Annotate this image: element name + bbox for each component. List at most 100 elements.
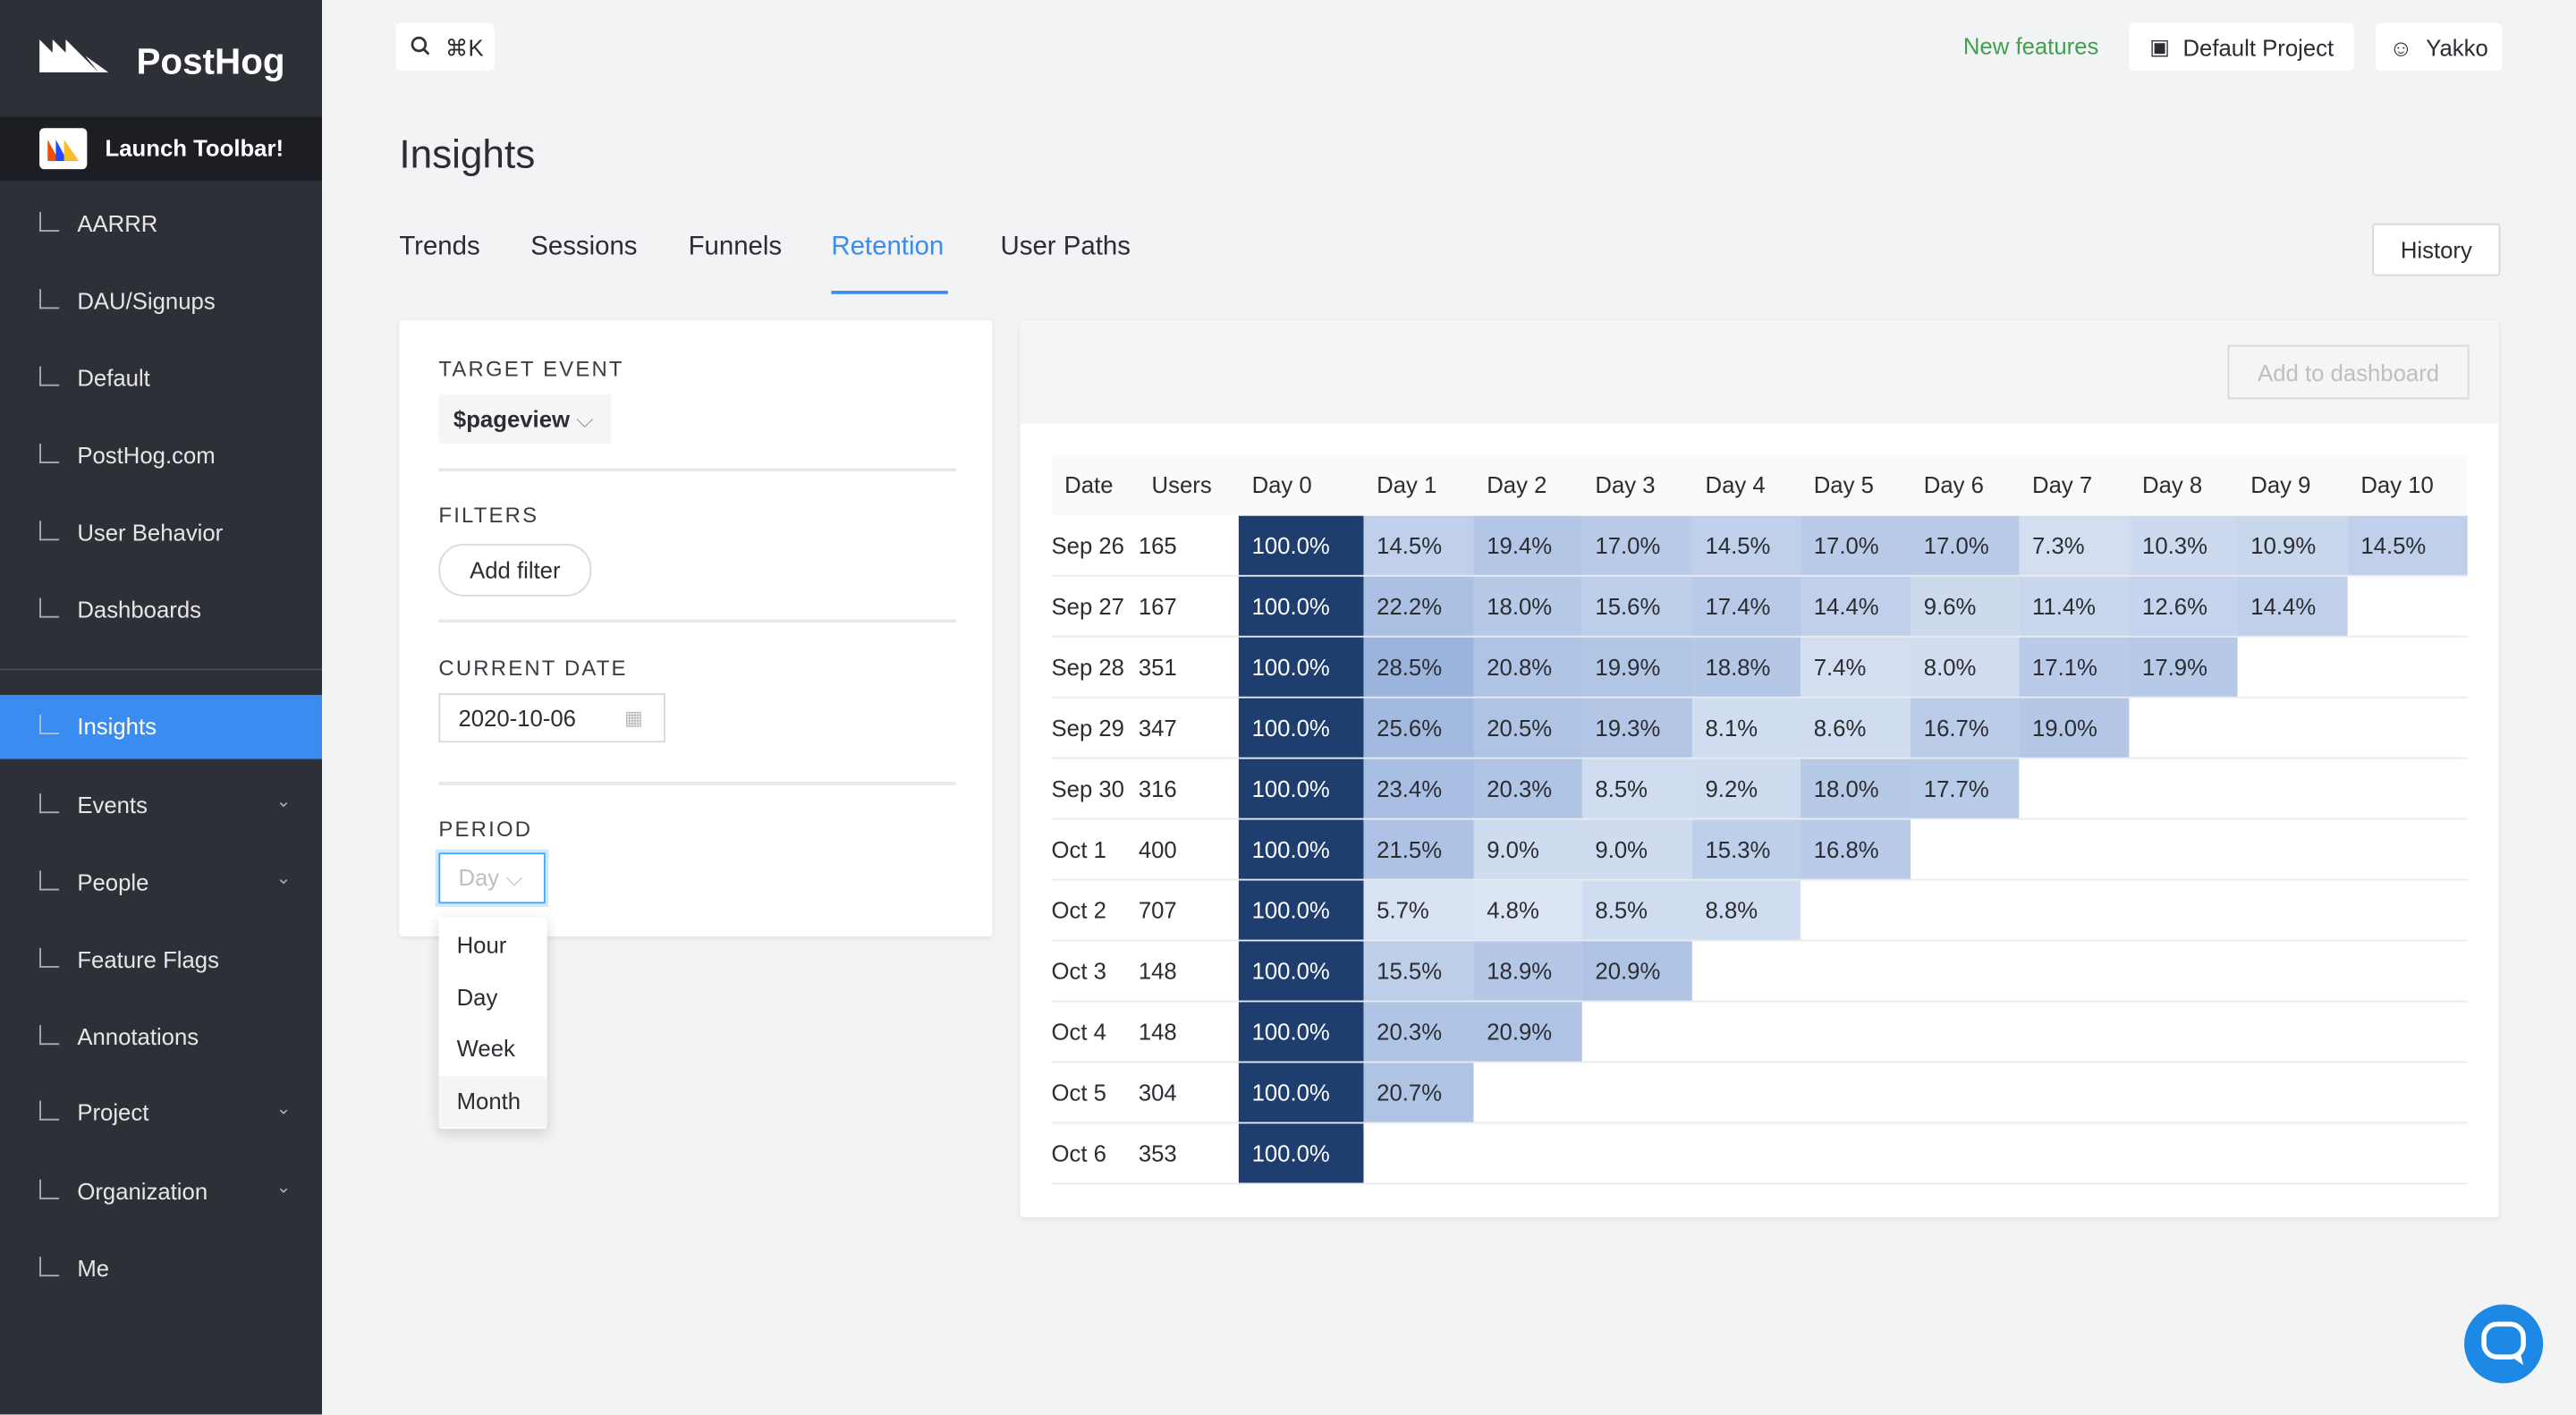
retention-cell: 15.6%	[1581, 576, 1692, 636]
retention-value: 7.3%	[2031, 532, 2085, 559]
nav-item[interactable]: Me	[0, 1237, 322, 1301]
retention-value: 21.5%	[1377, 835, 1443, 863]
page-title: Insights	[399, 132, 536, 178]
retention-cell: 17.0%	[1801, 515, 1911, 575]
retention-cell: 17.4%	[1691, 576, 1801, 636]
nav-item[interactable]: Organization ⌄	[0, 1160, 322, 1224]
retention-cell: 8.1%	[1691, 698, 1801, 758]
target-select[interactable]: $pageview ⌵	[438, 394, 612, 444]
row-border	[1051, 635, 2468, 638]
chevron: ⌄	[275, 1177, 292, 1198]
nav-item[interactable]: PostHog.com	[0, 424, 322, 488]
date-cell: Sep 30	[1051, 775, 1124, 802]
nav-label: User Behavior	[77, 519, 224, 546]
nav-icon	[39, 1179, 60, 1199]
period-select[interactable]: Day ⌵	[438, 852, 546, 904]
period-option[interactable]: Month	[438, 1075, 547, 1127]
retention-cell: 23.4%	[1363, 758, 1474, 818]
separator	[438, 619, 956, 623]
nav-item[interactable]: Events ⌄	[0, 774, 322, 838]
period-option[interactable]: Day	[438, 971, 547, 1022]
nav-item[interactable]: Annotations	[0, 1005, 322, 1070]
add-to-dashboard[interactable]: Add to dashboard	[2227, 344, 2470, 400]
column-header: Day 2	[1487, 471, 1547, 498]
retention-value: 14.5%	[2360, 532, 2427, 559]
retention-cell: 28.5%	[1363, 637, 1474, 697]
retention-cell: 21.5%	[1363, 819, 1474, 879]
tab-underline	[831, 291, 948, 294]
nav-icon	[39, 1025, 60, 1046]
retention-cell: 15.3%	[1691, 819, 1801, 879]
retention-cell: 100.0%	[1238, 941, 1364, 1001]
tab[interactable]: Sessions	[530, 233, 638, 262]
retention-value: 4.8%	[1487, 896, 1539, 924]
nav-icon	[39, 443, 60, 463]
nav-icon	[39, 597, 60, 618]
retention-value: 15.3%	[1705, 835, 1771, 863]
column-header: Day 7	[2031, 471, 2093, 498]
nav-item[interactable]: People ⌄	[0, 851, 322, 915]
date-picker[interactable]: 2020-10-06 ▦	[438, 693, 665, 743]
nav-item[interactable]: Feature Flags	[0, 928, 322, 993]
retention-cell: 20.3%	[1363, 1002, 1474, 1062]
retention-cell: 17.0%	[1911, 515, 2020, 575]
target-value: $pageview	[453, 405, 571, 433]
tab[interactable]: User Paths	[1000, 233, 1131, 262]
column-header: Day 5	[1813, 471, 1874, 498]
retention-value: 10.3%	[2142, 532, 2207, 559]
launch-toolbar[interactable]: Launch Toolbar!	[0, 116, 322, 182]
tab[interactable]: Trends	[399, 233, 480, 262]
retention-value: 28.5%	[1377, 654, 1443, 681]
retention-value: 100.0%	[1251, 957, 1330, 985]
retention-cell: 100.0%	[1238, 698, 1364, 758]
retention-cell: 14.4%	[1801, 576, 1911, 636]
nav-item[interactable]: AARRR	[0, 192, 322, 257]
tab[interactable]: Funnels	[688, 233, 783, 262]
retention-cell: 100.0%	[1238, 819, 1364, 879]
row-border	[1051, 757, 2468, 759]
retention-cell: 20.8%	[1473, 637, 1582, 697]
users-cell: 304	[1138, 1079, 1177, 1106]
tab[interactable]: Retention	[831, 233, 945, 262]
project-switcher[interactable]: ▣ Default Project	[2129, 22, 2354, 71]
nav-item[interactable]: User Behavior	[0, 501, 322, 565]
nav-item[interactable]: DAU/Signups	[0, 269, 322, 334]
date-cell: Oct 1	[1051, 835, 1106, 863]
retention-value: 17.4%	[1705, 593, 1771, 620]
retention-cell: 8.8%	[1691, 880, 1801, 940]
nav-item[interactable]: Insights	[0, 694, 322, 759]
user-menu[interactable]: ☺ Yakko	[2375, 22, 2503, 71]
nav-item[interactable]: Default	[0, 347, 322, 411]
nav-icon	[39, 1257, 60, 1277]
retention-cell: 9.6%	[1911, 576, 2020, 636]
retention-value: 22.2%	[1377, 593, 1443, 620]
option-label: Hour	[456, 931, 507, 958]
retention-value: 18.8%	[1705, 654, 1771, 681]
nav-icon	[39, 714, 60, 735]
retention-value: 14.5%	[1705, 532, 1771, 559]
retention-cell: 100.0%	[1238, 576, 1364, 636]
retention-cell: 18.9%	[1473, 941, 1582, 1001]
retention-cell: 4.8%	[1473, 880, 1582, 940]
period-option[interactable]: Hour	[438, 920, 547, 971]
search[interactable]: ⌘K	[395, 22, 495, 71]
new-features[interactable]: New features	[1962, 32, 2099, 60]
period-option[interactable]: Week	[438, 1023, 547, 1074]
column-header: Day 9	[2250, 471, 2311, 498]
history-button[interactable]: History	[2372, 223, 2501, 276]
nav-item[interactable]: Dashboards	[0, 579, 322, 643]
user-name: Yakko	[2426, 33, 2488, 61]
chevron: ⌄	[275, 868, 292, 889]
nav-item[interactable]: Project ⌄	[0, 1081, 322, 1146]
separator	[438, 782, 956, 785]
retention-value: 100.0%	[1251, 896, 1330, 924]
launch-label: Launch Toolbar!	[105, 134, 284, 161]
add-filter[interactable]: Add filter	[438, 543, 592, 597]
column-header: Day 8	[2142, 471, 2203, 498]
retention-cell: 100.0%	[1238, 515, 1364, 575]
retention-cell: 19.4%	[1473, 515, 1582, 575]
retention-value: 20.5%	[1487, 714, 1553, 741]
users-cell: 148	[1138, 957, 1177, 985]
chat-button[interactable]	[2462, 1303, 2545, 1385]
retention-value: 14.4%	[1813, 593, 1879, 620]
